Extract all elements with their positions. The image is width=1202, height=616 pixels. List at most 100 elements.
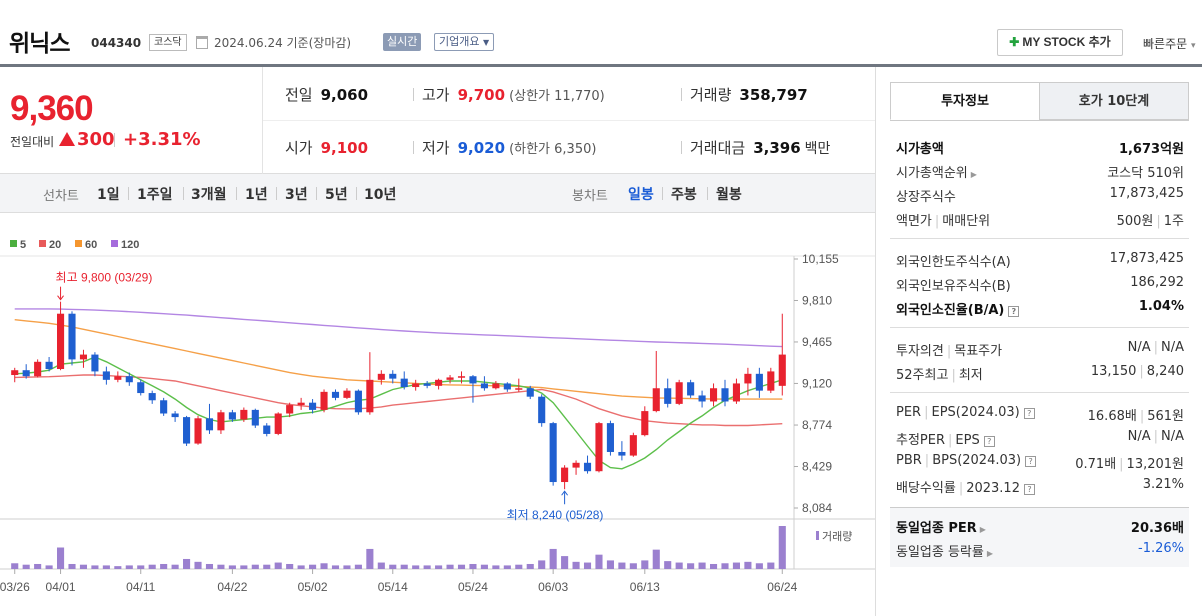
candlestick-chart: 5 20 60 120 10,155 9,810 9,465 9,120 8,774 8,429 8…	[0, 239, 875, 594]
market-cap-label: 시가총액	[896, 142, 944, 157]
volume-bar	[274, 562, 282, 569]
label-separator: |	[924, 405, 929, 420]
volume-bar	[423, 565, 431, 569]
stock-header: 위닉스 044340 코스닥 2024.06.24 기준(장마감) 실시간 기업…	[0, 0, 1202, 64]
company-overview-button[interactable]: 기업개요 ▼	[434, 33, 495, 51]
x-tick-label: 03/26	[0, 580, 30, 594]
label-separator: |	[924, 453, 930, 468]
per-value: 16.68배	[1087, 409, 1137, 424]
candle-daily[interactable]: 일봉	[628, 187, 654, 203]
volume-bar	[503, 565, 511, 569]
period-3m[interactable]: 3개월	[191, 187, 227, 203]
candle-body	[91, 354, 99, 372]
low-label: 저가	[422, 139, 450, 157]
foreign-ratio-value: 1.04%	[1138, 299, 1184, 314]
info-tabs: 투자정보 호가 10단계	[890, 82, 1189, 120]
tab-investment-info[interactable]: 투자정보	[890, 82, 1040, 120]
candle-body	[102, 371, 110, 380]
high-label: 고가	[422, 86, 450, 104]
candle-body	[354, 390, 362, 413]
period-separator	[128, 187, 129, 200]
candle-body	[240, 409, 248, 420]
high-value: 9,700	[457, 86, 506, 104]
dropdown-icon: ▼	[482, 38, 490, 47]
volume-bar	[194, 561, 202, 569]
period-1w[interactable]: 1주일	[137, 187, 173, 203]
volume-bar	[354, 564, 362, 569]
volume-bar	[34, 563, 42, 569]
section-divider	[890, 327, 1189, 328]
candle-body	[148, 393, 156, 401]
help-icon[interactable]: ?	[1025, 456, 1037, 467]
volume-legend-swatch	[816, 531, 819, 540]
candle-body	[767, 371, 775, 391]
x-tick-label: 05/14	[378, 580, 408, 594]
candle-body	[618, 451, 626, 456]
range52-label: 52주최고 | 최저	[896, 364, 983, 383]
est-per-text: 추정PER	[896, 433, 946, 448]
field-separator	[681, 88, 682, 101]
candle-body	[664, 388, 672, 404]
period-3y[interactable]: 3년	[285, 187, 308, 203]
volume-bar	[91, 565, 99, 569]
opinion-value: N/A | N/A	[1128, 340, 1184, 355]
help-icon[interactable]: ?	[1023, 408, 1035, 419]
help-icon[interactable]: ?	[1008, 306, 1020, 317]
candle-body	[194, 418, 202, 444]
info-box: 시가총액 1,673억원 시가총액순위 ▶ 코스닥 510위 상장주식수 17,8…	[890, 120, 1189, 567]
tab-order-book[interactable]: 호가 10단계	[1039, 82, 1189, 120]
amount-label: 거래대금	[690, 139, 746, 157]
help-icon[interactable]: ?	[1023, 484, 1035, 495]
market-cap-rank-row[interactable]: 시가총액순위 ▶ 코스닥 510위	[896, 159, 1186, 181]
ma60-line	[14, 319, 783, 400]
volume-bar	[57, 547, 65, 569]
chevron-right-icon: ▶	[979, 525, 986, 534]
volume-bar	[698, 562, 706, 569]
est-per-eps-value: N/A | N/A	[1128, 429, 1184, 444]
high-arrow-head	[57, 295, 64, 301]
foreign-ratio-row: 외국인소진율(B/A)? 1.04%	[896, 296, 1186, 318]
range52-low-text: 최저	[958, 368, 983, 383]
candle-body	[320, 391, 328, 410]
candle-body	[732, 383, 740, 402]
volume-bar	[171, 564, 179, 569]
candle-body	[526, 388, 534, 397]
period-separator	[356, 187, 357, 200]
candle-weekly[interactable]: 주봉	[671, 187, 697, 203]
volume-bar	[22, 564, 30, 569]
candle-body	[331, 391, 340, 398]
low-annotation: 최저 8,240 (05/28)	[507, 508, 604, 522]
peer-per-row[interactable]: 동일업종 PER ▶ 20.36배	[896, 514, 1186, 536]
realtime-button[interactable]: 실시간	[383, 33, 422, 51]
per-eps-value: 16.68배 | 561원	[1088, 405, 1184, 424]
candle-monthly[interactable]: 월봉	[716, 187, 742, 203]
price-divider	[262, 67, 263, 174]
field-separator	[413, 141, 414, 154]
investment-info-panel: 투자정보 호가 10단계 시가총액 1,673억원 시가총액순위 ▶ 코스닥 51…	[875, 67, 1202, 616]
volume-bar	[641, 560, 649, 569]
candle-body	[698, 395, 706, 402]
label-separator: |	[946, 344, 952, 359]
candle-body	[652, 388, 660, 412]
amount-value: 3,396	[753, 139, 801, 157]
y-tick-label: 9,465	[802, 335, 832, 349]
eps-text: EPS(2024.03)	[931, 405, 1020, 420]
period-1y[interactable]: 1년	[245, 187, 268, 203]
quick-order-label: 빠른주문	[1143, 37, 1188, 51]
volume-bar	[606, 560, 614, 569]
base-date: 2024.06.24 기준(장마감)	[214, 36, 352, 50]
high-price: 고가 9,700 (상한가 11,770)	[413, 84, 605, 105]
period-5y[interactable]: 5년	[325, 187, 348, 203]
stock-chart[interactable]: 5 20 60 120 10,155 9,810 9,465 9,120 8,774 8,429 8…	[0, 213, 875, 616]
period-10y[interactable]: 10년	[364, 187, 397, 203]
chevron-right-icon: ▶	[986, 549, 994, 558]
foreign-hold-label: 외국인보유주식수(B)	[896, 279, 1011, 294]
legend-label: 5	[20, 239, 26, 251]
period-1d[interactable]: 1일	[97, 187, 120, 203]
help-icon[interactable]: ?	[983, 436, 995, 447]
line-chart-label: 선차트	[43, 189, 79, 204]
opinion-text: 투자의견	[896, 344, 944, 359]
peer-change-row[interactable]: 동일업종 등락률 ▶ -1.26%	[896, 538, 1186, 560]
quick-order-button[interactable]: 빠른주문 ▾	[1143, 35, 1196, 52]
add-mystock-button[interactable]: ✚ MY STOCK 추가	[997, 29, 1123, 56]
